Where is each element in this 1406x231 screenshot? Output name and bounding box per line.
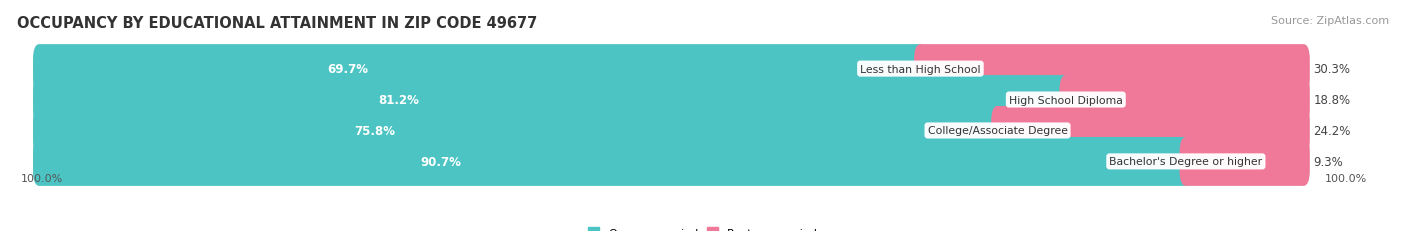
FancyBboxPatch shape bbox=[32, 45, 927, 94]
Text: High School Diploma: High School Diploma bbox=[1010, 95, 1123, 105]
Text: 81.2%: 81.2% bbox=[378, 94, 419, 106]
Legend: Owner-occupied, Renter-occupied: Owner-occupied, Renter-occupied bbox=[583, 223, 823, 231]
FancyBboxPatch shape bbox=[32, 106, 1310, 155]
Text: 18.8%: 18.8% bbox=[1313, 94, 1351, 106]
Text: 24.2%: 24.2% bbox=[1313, 125, 1351, 137]
FancyBboxPatch shape bbox=[32, 76, 1310, 125]
FancyBboxPatch shape bbox=[32, 76, 1073, 125]
FancyBboxPatch shape bbox=[1060, 76, 1310, 125]
Text: OCCUPANCY BY EDUCATIONAL ATTAINMENT IN ZIP CODE 49677: OCCUPANCY BY EDUCATIONAL ATTAINMENT IN Z… bbox=[17, 16, 537, 31]
Text: 30.3%: 30.3% bbox=[1313, 63, 1351, 76]
FancyBboxPatch shape bbox=[1180, 137, 1310, 186]
FancyBboxPatch shape bbox=[32, 106, 1004, 155]
Text: 9.3%: 9.3% bbox=[1313, 155, 1343, 168]
FancyBboxPatch shape bbox=[991, 106, 1310, 155]
Text: 90.7%: 90.7% bbox=[420, 155, 461, 168]
Text: 75.8%: 75.8% bbox=[354, 125, 395, 137]
Text: 100.0%: 100.0% bbox=[20, 174, 63, 184]
Text: 69.7%: 69.7% bbox=[328, 63, 368, 76]
FancyBboxPatch shape bbox=[32, 137, 1192, 186]
Text: 100.0%: 100.0% bbox=[1324, 174, 1367, 184]
Text: Less than High School: Less than High School bbox=[860, 64, 980, 74]
FancyBboxPatch shape bbox=[32, 45, 1310, 94]
FancyBboxPatch shape bbox=[32, 137, 1310, 186]
Text: Source: ZipAtlas.com: Source: ZipAtlas.com bbox=[1271, 16, 1389, 26]
FancyBboxPatch shape bbox=[914, 45, 1310, 94]
Text: College/Associate Degree: College/Associate Degree bbox=[928, 126, 1067, 136]
Text: Bachelor's Degree or higher: Bachelor's Degree or higher bbox=[1109, 157, 1263, 167]
